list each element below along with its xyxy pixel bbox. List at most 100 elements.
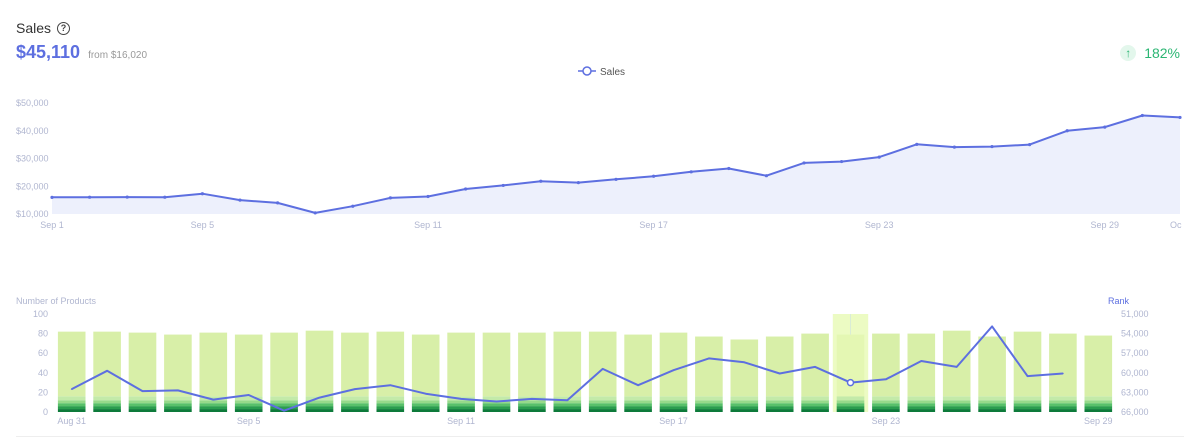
bar (659, 332, 688, 412)
bar (588, 331, 617, 412)
bar-segment (270, 403, 298, 407)
sales-point (840, 159, 844, 164)
bar-segment (1084, 403, 1113, 407)
y-left-tick-label: 60 (38, 348, 48, 358)
bar (1049, 333, 1077, 412)
sales-point (125, 195, 129, 199)
bar-segment (942, 406, 971, 410)
rank-point (743, 361, 746, 364)
y-right-tick-label: 63,000 (1121, 387, 1149, 397)
bar-segment (234, 400, 263, 404)
x-tick-label: Aug 31 (57, 416, 86, 426)
bar-segment (1013, 406, 1042, 410)
bar-segment (730, 406, 759, 410)
help-circle-icon[interactable]: ? (57, 21, 71, 35)
legend-marker (582, 66, 592, 76)
bar (624, 334, 652, 412)
bar-segment (624, 409, 652, 412)
bar-segment (411, 403, 440, 407)
bar-segment (1049, 403, 1077, 407)
bar (553, 331, 582, 412)
products-rank-chart[interactable]: Number of Products Rank 0 20 40 60 80 100 51,000… (0, 290, 1200, 440)
rank-point (70, 388, 73, 390)
bar-segment (128, 396, 157, 401)
y-right-tick-label: 54,000 (1121, 329, 1149, 339)
x-tick-label: Sep 5 (191, 220, 215, 230)
rank-point (460, 398, 462, 400)
bar-segment (482, 403, 511, 407)
bar-segment (588, 396, 617, 401)
sales-line-chart[interactable]: Sales $10,000 $20,000 $30,000 $40,000 $50,000… (0, 58, 1200, 238)
bar-segment (659, 409, 688, 412)
bar-segment (978, 396, 1006, 401)
sales-point (764, 174, 769, 178)
bar-segment (164, 406, 192, 410)
sales-point (501, 183, 505, 188)
bar-segment (730, 409, 759, 412)
bar-segment (199, 409, 228, 412)
previous-sales-value: from $16,020 (88, 50, 148, 61)
bar-segment (659, 403, 688, 407)
bar-top (765, 336, 794, 397)
bar (695, 336, 723, 412)
y-left-tick-label: 0 (43, 407, 48, 417)
bar-segment (765, 400, 794, 404)
x-tick-label: Sep 11 (414, 220, 442, 230)
bar (836, 334, 865, 412)
y-right-tick-label: 66,000 (1121, 407, 1149, 417)
bar-top (93, 331, 121, 397)
bar-segment (765, 406, 794, 410)
y-right-tick-label: 57,000 (1121, 348, 1149, 358)
bar-segment (1013, 400, 1042, 404)
bar (270, 332, 298, 412)
bar-segment (801, 400, 829, 404)
bar-segment (376, 403, 405, 407)
sales-point (200, 192, 204, 196)
bar-segment (234, 409, 263, 412)
bar-segment (978, 403, 1006, 407)
x-tick-label: Oc (1170, 220, 1182, 230)
bar-segment (411, 400, 440, 404)
bar-top (57, 331, 86, 397)
bar (518, 332, 546, 412)
bar-segment (836, 406, 865, 410)
bar-segment (553, 406, 582, 410)
bar-top (872, 333, 900, 397)
bar-segment (588, 409, 617, 412)
bar-segment (801, 409, 829, 412)
bar-top (836, 334, 865, 397)
bar-top (624, 334, 652, 397)
bar-segment (659, 400, 688, 404)
sales-point (614, 177, 618, 181)
x-tick-label: Sep 29 (1084, 416, 1113, 426)
bar-segment (1049, 409, 1077, 412)
bar-segment (588, 403, 617, 407)
bar-top (588, 331, 617, 397)
bar-segment (234, 396, 263, 401)
y-left-tick-label: 100 (33, 309, 48, 319)
sales-point (1140, 113, 1144, 118)
sales-point (576, 181, 581, 185)
bar-segment (57, 396, 86, 401)
bar-segment (341, 409, 369, 412)
bar-segment (411, 409, 440, 412)
legend: Sales (578, 66, 625, 78)
bar-segment (447, 400, 475, 404)
bar-segment (376, 396, 405, 401)
bar-segment (270, 400, 298, 404)
legend-label: Sales (600, 67, 625, 78)
rank-point (424, 392, 427, 395)
bar-segment (1049, 400, 1077, 404)
bar-segment (659, 396, 688, 401)
bar-top (447, 332, 475, 397)
bar-segment (695, 400, 723, 404)
sales-point (952, 145, 957, 149)
bar-top (730, 339, 759, 397)
bar-segment (128, 400, 157, 404)
bar-top (411, 334, 440, 397)
bar-top (270, 332, 298, 397)
bar-top (234, 334, 263, 397)
bar-segment (93, 400, 121, 404)
bar-segment (1084, 400, 1113, 404)
change-indicator: ↑ 182% (1120, 45, 1180, 61)
